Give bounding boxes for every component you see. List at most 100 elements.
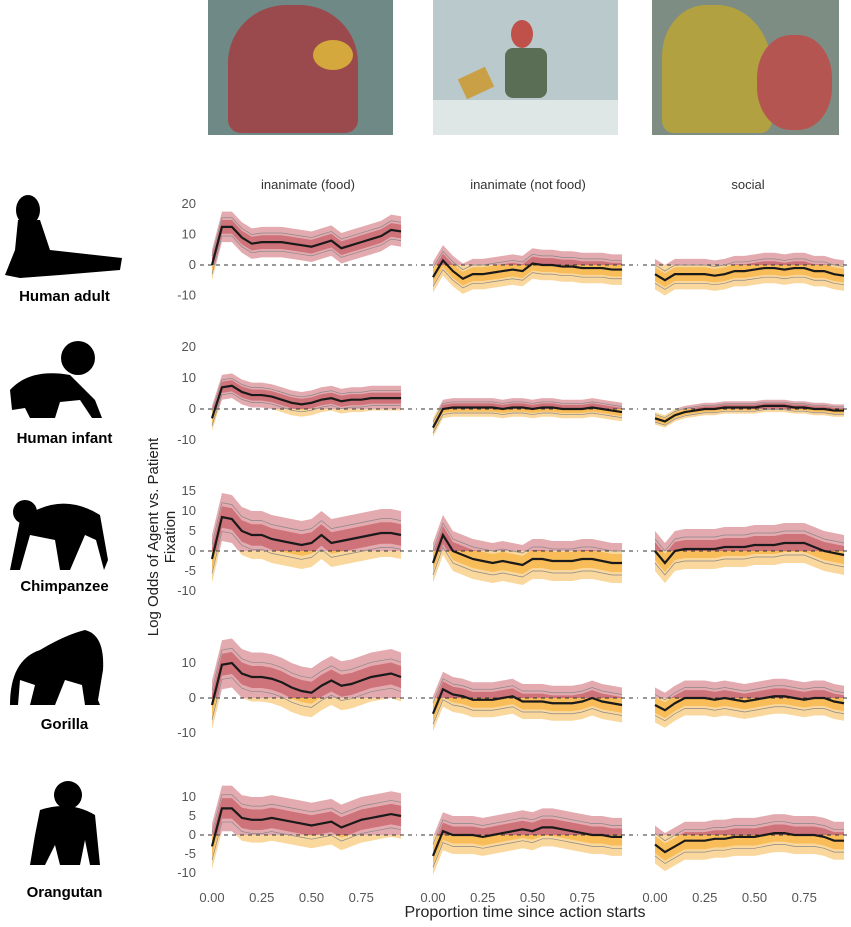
individual-line (211, 235, 402, 275)
individual-line (211, 647, 402, 691)
individual-line (432, 250, 623, 270)
panel-gorilla-1 (421, 671, 638, 732)
x-axis-label: Proportion time since action starts (404, 904, 646, 921)
animal-label-chimpanzee: Chimpanzee (20, 578, 109, 595)
individual-line (432, 815, 623, 845)
chimpanzee-silhouette-icon (10, 500, 108, 570)
panel-gorilla-0 (200, 638, 417, 730)
mean-line (654, 266, 845, 282)
mean-line (654, 541, 845, 565)
ci-band-inner (212, 551, 346, 570)
y-tick-label: 5 (189, 523, 196, 538)
y-tick-label: -10 (177, 865, 196, 880)
ci-band-inner (655, 688, 845, 698)
individual-line (432, 412, 623, 434)
x-tick-label: 0.00 (642, 890, 667, 905)
mean-line (654, 404, 845, 423)
ci-band-inner (212, 265, 214, 272)
gorilla-silhouette-icon (10, 630, 104, 705)
ci-band-outer (433, 671, 623, 698)
orangutan-silhouette-icon (30, 781, 100, 865)
y-tick-label: 10 (182, 503, 196, 518)
panel-orangutan-1 (421, 808, 638, 875)
y-tick-label: 10 (182, 789, 196, 804)
ci-band-inner (212, 506, 402, 551)
facet-title-food: inanimate (food) (261, 177, 355, 192)
individual-line (211, 530, 402, 574)
animal-silhouettes (5, 195, 122, 865)
ci-band-outer (433, 409, 623, 437)
y-tick-label: 0 (189, 827, 196, 842)
ci-band-outer (212, 265, 216, 281)
panel-human-adult-1 (421, 245, 638, 294)
panel-human-adult-0 (200, 211, 417, 281)
individual-line (654, 401, 845, 419)
animal-label-gorilla: Gorilla (40, 716, 89, 733)
panel-chimpanzee-1 (421, 515, 638, 585)
x-tick-label: 0.75 (570, 890, 595, 905)
ci-band-inner (212, 651, 402, 698)
individual-line (432, 699, 623, 725)
ci-band-outer (212, 698, 402, 730)
gorilla-eating-photo (208, 0, 393, 135)
ci-band-inner (732, 261, 827, 265)
individual-line (654, 409, 845, 426)
y-tick-label: 20 (182, 339, 196, 354)
y-tick-label: 15 (182, 483, 196, 498)
individual-line (432, 678, 623, 704)
mean-line (654, 695, 845, 712)
panel-gorilla-2 (643, 678, 851, 728)
mean-line (431, 687, 623, 715)
ci-band-inner (433, 265, 623, 286)
individual-line (654, 844, 845, 864)
panel-chimpanzee-0 (200, 493, 417, 583)
panel-chimpanzee-2 (643, 523, 851, 583)
mean-line (210, 661, 402, 706)
y-tick-label: 10 (182, 370, 196, 385)
ci-band-outer (655, 551, 845, 583)
human-adult-silhouette-icon (5, 195, 122, 278)
individual-line (654, 685, 845, 701)
y-tick-label: 0 (189, 543, 196, 558)
orangutan-social-photo (652, 0, 839, 135)
ci-band-inner (433, 835, 623, 865)
animal-label-human-infant: Human infant (16, 430, 113, 447)
individual-line (432, 838, 623, 868)
ci-band-inner (436, 253, 623, 265)
y-tick-label: -5 (184, 563, 196, 578)
ci-band-inner (655, 551, 845, 572)
y-tick-label: 0 (189, 257, 196, 272)
woman-reading-photo (433, 0, 618, 135)
panel-human-infant-0 (200, 373, 417, 431)
x-tick-label: 0.75 (792, 890, 817, 905)
ci-band-inner (655, 265, 845, 288)
mean-line (210, 384, 402, 419)
mean-line (210, 807, 402, 847)
ci-band-inner (212, 798, 402, 835)
y-tick-label: -10 (177, 725, 196, 740)
individual-line (654, 258, 845, 272)
x-tick-label: 0.50 (299, 890, 324, 905)
x-tick-label: 0.75 (349, 890, 374, 905)
ci-band-inner (212, 220, 402, 265)
x-tick-label: 0.50 (520, 890, 545, 905)
y-tick-label: 10 (182, 655, 196, 670)
panel-human-infant-1 (421, 398, 638, 437)
x-tick-label: 0.25 (470, 890, 495, 905)
individual-line (432, 546, 623, 578)
individual-line (211, 392, 402, 426)
panel-orangutan-0 (200, 785, 417, 870)
mean-line (431, 826, 623, 857)
panel-human-infant-2 (643, 399, 851, 428)
ci-band-inner (213, 380, 402, 409)
ci-band-inner (433, 409, 623, 432)
y-tick-label: 0 (189, 401, 196, 416)
ci-band-outer (212, 551, 402, 583)
ci-band-inner (212, 698, 320, 717)
ci-band-outer (433, 515, 623, 551)
y-tick-label: -10 (177, 583, 196, 598)
facet-title-not-food: inanimate (not food) (470, 177, 586, 192)
individual-line (432, 268, 623, 289)
ci-band-outer (212, 409, 402, 431)
